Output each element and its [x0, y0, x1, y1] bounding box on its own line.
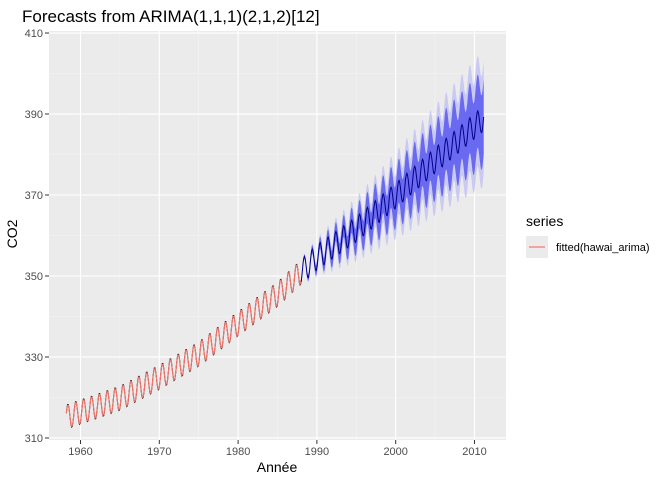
legend-entry-fitted: fitted(hawai_arima) [556, 242, 650, 254]
legend: series fitted(hawai_arima) [526, 213, 650, 258]
y-tick-label: 370 [25, 190, 43, 202]
interval-80-band [301, 74, 484, 284]
plot-panel [49, 31, 506, 440]
y-axis-title: CO2 [4, 219, 20, 248]
interval-95-band [301, 55, 484, 284]
x-axis-title: Année [257, 459, 298, 475]
x-tick-label: 2000 [383, 446, 407, 458]
y-tick-label: 310 [25, 433, 43, 445]
y-axis: 310 330 350 370 390 410 [25, 28, 49, 445]
y-tick-label: 390 [25, 109, 43, 121]
forecast-series-line [300, 109, 485, 283]
fitted-series-line [65, 264, 302, 428]
legend-title: series [526, 213, 563, 229]
y-tick-label: 410 [25, 28, 43, 40]
y-tick-label: 330 [25, 352, 43, 364]
x-tick-label: 1990 [305, 446, 329, 458]
y-tick-label: 350 [25, 271, 43, 283]
x-axis: 1960 1970 1980 1990 2000 2010 [68, 440, 487, 458]
x-tick-label: 1980 [226, 446, 250, 458]
x-tick-label: 2010 [462, 446, 486, 458]
x-tick-label: 1970 [147, 446, 171, 458]
x-tick-label: 1960 [68, 446, 92, 458]
chart-title: Forecasts from ARIMA(1,1,1)(2,1,2)[12] [22, 7, 320, 26]
